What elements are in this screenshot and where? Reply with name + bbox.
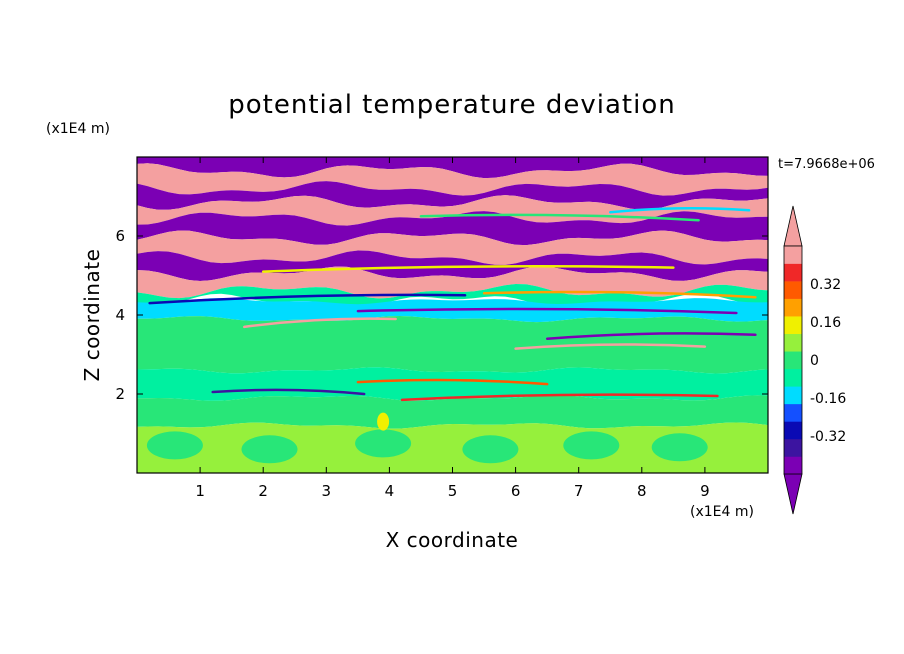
plume-region — [241, 435, 298, 464]
y-tick-label: 4 — [115, 306, 125, 324]
contour-filament — [400, 393, 719, 402]
colorbar-segment — [784, 281, 802, 299]
time-label: t=7.9668e+06 — [778, 157, 875, 172]
colorbar-segment — [784, 298, 802, 317]
colorbar-segment — [784, 316, 802, 334]
x-tick-label: 8 — [637, 482, 647, 500]
contour-filament — [356, 378, 549, 386]
plume-region — [651, 433, 708, 462]
contour-band — [137, 195, 768, 226]
contour-filament — [545, 332, 757, 340]
contour-filament — [419, 213, 700, 222]
colorbar-segment — [784, 421, 802, 440]
contour-filament — [356, 307, 738, 315]
colorbar-tick-label: -0.16 — [810, 391, 846, 407]
x-tick-label: 7 — [574, 482, 584, 500]
colorbar-segment — [784, 333, 802, 352]
contour-filament — [514, 343, 707, 350]
contour-band — [137, 181, 768, 210]
x-tick-label: 3 — [322, 482, 332, 500]
contour-band — [137, 211, 768, 246]
colorbar-tick-label: 0.32 — [810, 277, 841, 293]
x-tick-label: 6 — [511, 482, 521, 500]
contour-filament — [482, 290, 757, 299]
x-axis-label: X coordinate — [386, 528, 519, 552]
x-axis-unit: (x1E4 m) — [690, 504, 754, 520]
x-tick-label: 9 — [700, 482, 710, 500]
contour-band — [137, 163, 768, 196]
y-axis-unit: (x1E4 m) — [46, 121, 110, 137]
plume-region — [377, 412, 390, 431]
contour-band — [137, 266, 768, 299]
plume-region — [355, 429, 412, 458]
x-tick-label: 2 — [258, 482, 268, 500]
contour-band — [137, 230, 768, 265]
x-axis: 1 2 3 4 5 6 7 8 9 — [195, 157, 710, 500]
plume-region — [563, 431, 620, 460]
contour-filament — [243, 317, 397, 329]
contour-filament — [261, 265, 675, 273]
colorbar-frame — [783, 245, 803, 475]
contour-filament — [609, 206, 751, 214]
x-tick-label: 5 — [448, 482, 458, 500]
chart-title: potential temperature deviation — [228, 90, 675, 120]
colorbar-segment — [784, 351, 802, 370]
colorbar-extend-min — [783, 473, 803, 515]
plume-region — [462, 435, 519, 464]
plot-area — [137, 157, 768, 473]
plume-region — [146, 431, 203, 460]
contour-fill-layer — [137, 157, 768, 473]
colorbar-segment — [784, 438, 802, 457]
colorbar-segment — [784, 386, 802, 405]
y-axis-label: Z coordinate — [80, 249, 104, 382]
contour-band — [137, 394, 768, 429]
colorbar-segment — [784, 456, 802, 475]
colorbar-segment — [784, 263, 802, 282]
contour-filament — [148, 293, 467, 305]
colorbar-segment — [784, 403, 802, 422]
x-tick-label: 4 — [385, 482, 395, 500]
y-axis: 2 4 6 — [115, 227, 768, 403]
colorbar-tick-label: 0 — [810, 353, 819, 369]
contour-band — [137, 367, 768, 401]
colorbar: 0.32 0.16 0 -0.16 -0.32 — [783, 205, 846, 515]
colorbar-segment — [784, 246, 802, 264]
contour-band — [137, 157, 768, 179]
contour-band — [137, 316, 768, 374]
y-tick-label: 2 — [115, 385, 125, 403]
colorbar-extend-max — [783, 205, 803, 247]
contour-detail-layer — [146, 206, 757, 464]
x-tick-label: 1 — [195, 482, 205, 500]
y-tick-label: 6 — [115, 227, 125, 245]
colorbar-segment — [784, 368, 802, 387]
colorbar-tick-label: -0.32 — [810, 429, 846, 445]
colorbar-tick-label: 0.16 — [810, 315, 841, 331]
contour-filament — [211, 388, 366, 396]
